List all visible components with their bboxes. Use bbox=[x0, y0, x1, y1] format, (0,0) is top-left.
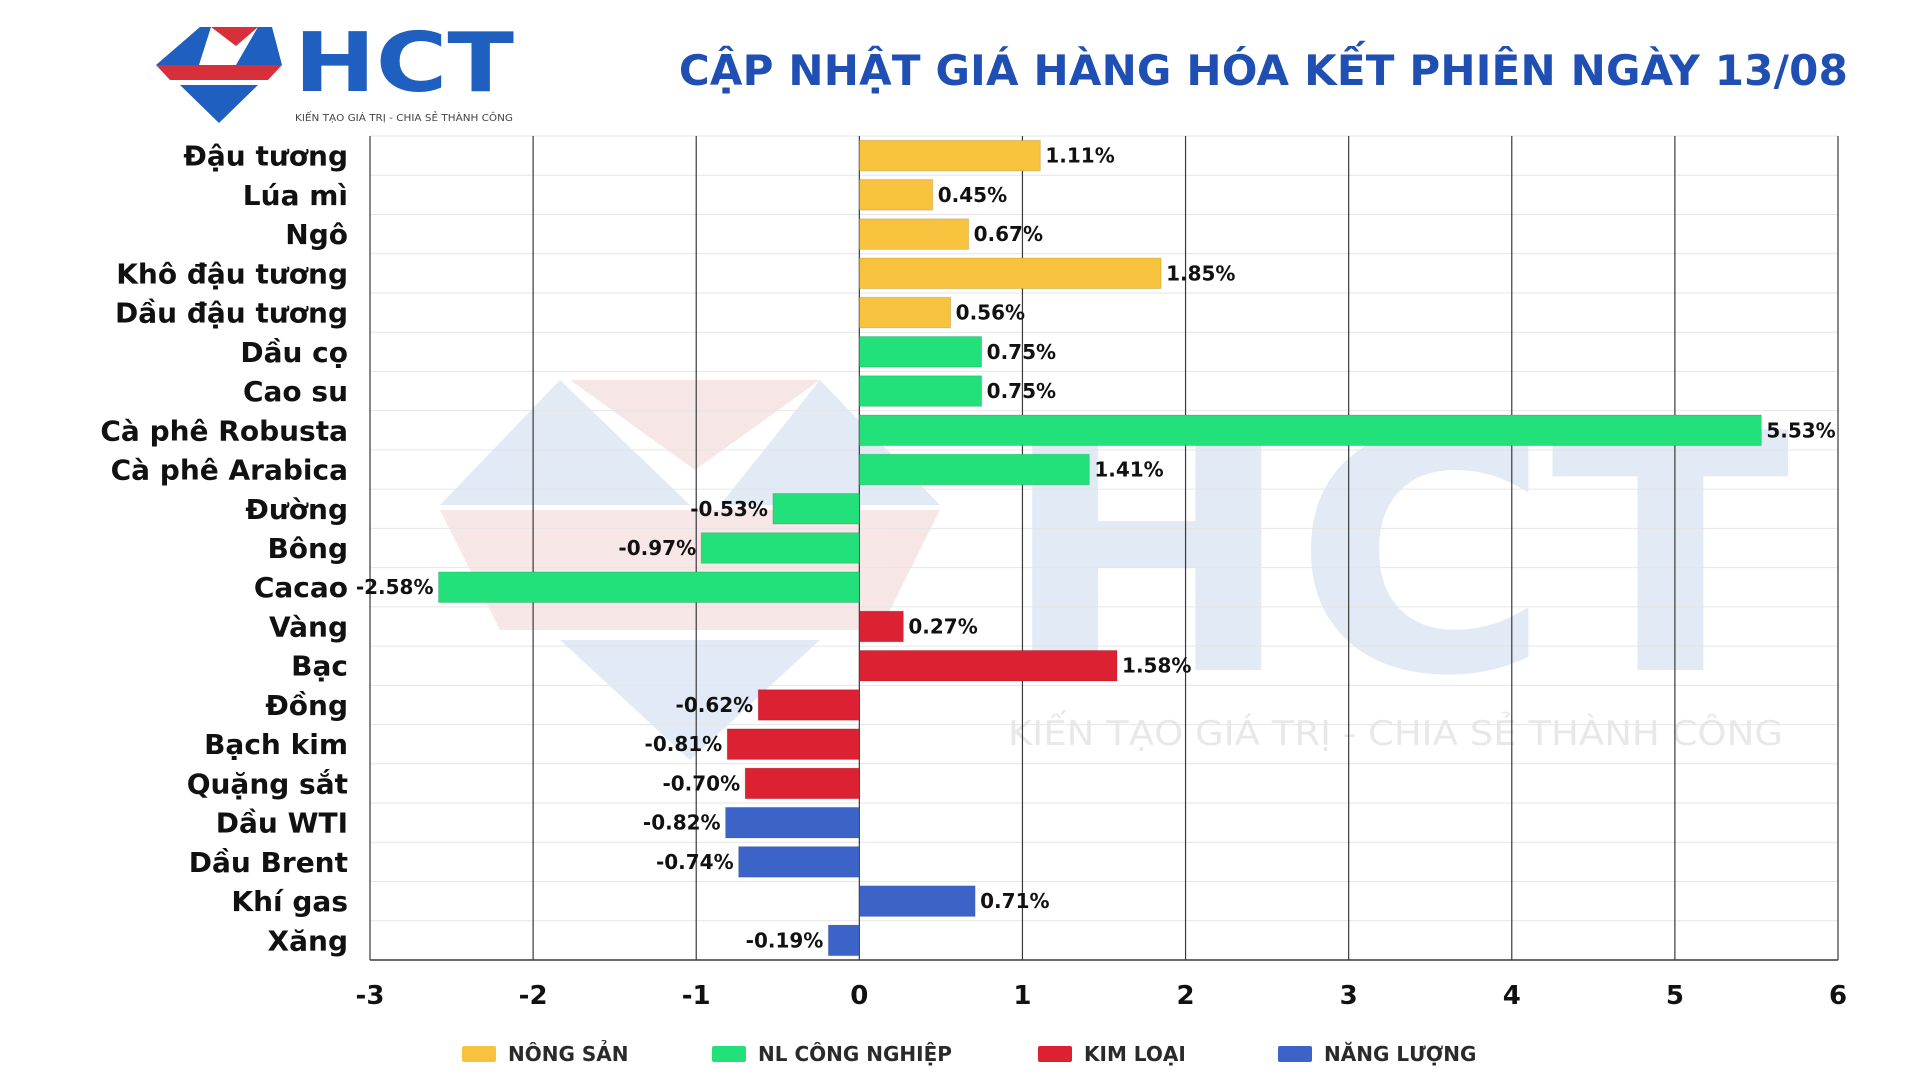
data-label: 0.75% bbox=[987, 340, 1056, 364]
bar bbox=[858, 610, 904, 643]
x-tick-label: 5 bbox=[1666, 981, 1684, 1011]
data-label: -0.81% bbox=[645, 732, 723, 756]
data-label: -0.70% bbox=[662, 771, 740, 795]
svg-text:HCT: HCT bbox=[294, 24, 514, 111]
x-tick-label: 3 bbox=[1340, 981, 1358, 1011]
category-label: Dầu Brent bbox=[189, 846, 348, 879]
data-label: -2.58% bbox=[356, 575, 434, 599]
x-tick-label: 1 bbox=[1013, 981, 1031, 1011]
watermark-shape bbox=[560, 640, 820, 760]
x-tick-label: 2 bbox=[1177, 981, 1195, 1011]
x-tick-label: -2 bbox=[519, 981, 548, 1011]
chart-title: CẬP NHẬT GIÁ HÀNG HÓA KẾT PHIÊN NGÀY 13/… bbox=[678, 46, 1848, 95]
data-label: 0.27% bbox=[908, 614, 977, 638]
bar bbox=[858, 179, 934, 211]
data-label: -0.82% bbox=[643, 811, 721, 835]
category-label: Quặng sắt bbox=[187, 767, 348, 800]
category-label: Khô đậu tương bbox=[116, 257, 348, 290]
x-tick-label: 4 bbox=[1503, 981, 1521, 1011]
data-label: -0.74% bbox=[656, 850, 734, 874]
legend-swatch bbox=[1278, 1046, 1312, 1062]
data-label: -0.62% bbox=[676, 693, 754, 717]
legend-swatch bbox=[1038, 1046, 1072, 1062]
bar bbox=[858, 139, 1041, 172]
category-label: Bông bbox=[267, 532, 348, 565]
bar bbox=[772, 492, 860, 525]
bar bbox=[757, 689, 860, 721]
legend-item: NL CÔNG NGHIỆP bbox=[712, 1042, 952, 1066]
category-label: Lúa mì bbox=[243, 179, 348, 212]
bar bbox=[827, 924, 860, 957]
data-label: 1.11% bbox=[1045, 144, 1114, 168]
legend-item: NĂNG LƯỢNG bbox=[1278, 1042, 1476, 1066]
bar bbox=[858, 649, 1118, 682]
data-label: 1.41% bbox=[1094, 458, 1163, 482]
data-label: 1.85% bbox=[1166, 261, 1235, 285]
logo-tagline: KIẾN TẠO GIÁ TRỊ - CHIA SẺ THÀNH CÔNG bbox=[295, 110, 513, 124]
data-label: 1.58% bbox=[1122, 654, 1191, 678]
category-label: Đường bbox=[245, 493, 348, 526]
category-label: Đồng bbox=[265, 689, 348, 722]
bar bbox=[858, 296, 952, 329]
category-label: Bạc bbox=[291, 650, 348, 683]
bar bbox=[858, 453, 1090, 486]
category-label: Ngô bbox=[285, 218, 348, 251]
data-label: 5.53% bbox=[1766, 418, 1835, 442]
chart-legend: NÔNG SẢN NL CÔNG NGHIỆP KIM LOẠI NĂNG LƯỢNG bbox=[0, 1042, 1920, 1072]
category-label: Đậu tương bbox=[183, 140, 348, 173]
x-tick-label: -3 bbox=[356, 981, 385, 1011]
x-tick-label: 0 bbox=[850, 981, 868, 1011]
bar bbox=[725, 806, 860, 839]
hct-logo-mark: HCT KIẾN TẠO GIÁ TRỊ - CHIA SẺ THÀNH CÔN… bbox=[156, 16, 514, 124]
data-label: 0.71% bbox=[980, 889, 1049, 913]
data-label: 0.67% bbox=[974, 222, 1043, 246]
legend-item: NÔNG SẢN bbox=[462, 1042, 628, 1066]
legend-swatch bbox=[462, 1046, 496, 1062]
legend-label: NĂNG LƯỢNG bbox=[1324, 1042, 1477, 1066]
data-label: -0.97% bbox=[618, 536, 696, 560]
watermark-tagline: KIẾN TẠO GIÁ TRỊ - CHIA SẺ THÀNH CÔNG bbox=[1008, 710, 1783, 754]
data-label: 0.56% bbox=[956, 301, 1025, 325]
category-label: Xăng bbox=[268, 924, 348, 957]
bar bbox=[700, 532, 860, 564]
data-label: 0.75% bbox=[987, 379, 1056, 403]
category-label: Dầu đậu tương bbox=[115, 297, 348, 330]
x-tick-label: -1 bbox=[682, 981, 711, 1011]
hct-logo: HCT KIẾN TẠO GIÁ TRỊ - CHIA SẺ THÀNH CÔN… bbox=[150, 16, 530, 134]
data-label: -0.19% bbox=[746, 928, 824, 952]
legend-swatch bbox=[712, 1046, 746, 1062]
category-label: Cà phê Robusta bbox=[100, 414, 348, 447]
category-label: Dầu cọ bbox=[240, 336, 348, 369]
legend-item: KIM LOẠI bbox=[1038, 1042, 1186, 1066]
category-label: Cà phê Arabica bbox=[111, 454, 348, 487]
bar bbox=[738, 846, 860, 878]
bar bbox=[858, 414, 1762, 447]
category-label: Cacao bbox=[254, 571, 348, 604]
legend-label: KIM LOẠI bbox=[1084, 1042, 1186, 1066]
bar bbox=[858, 218, 970, 250]
category-label: Dầu WTI bbox=[216, 807, 348, 840]
watermark-shape bbox=[440, 380, 690, 505]
bar bbox=[744, 767, 860, 800]
bar bbox=[858, 257, 1162, 290]
bar bbox=[858, 885, 976, 917]
legend-label: NL CÔNG NGHIỆP bbox=[758, 1042, 952, 1066]
bar bbox=[438, 571, 860, 604]
bar bbox=[858, 336, 983, 368]
category-label: Khí gas bbox=[231, 885, 348, 918]
legend-label: NÔNG SẢN bbox=[508, 1042, 629, 1066]
category-label: Cao su bbox=[243, 375, 348, 408]
x-tick-label: 6 bbox=[1829, 981, 1847, 1011]
bar bbox=[858, 375, 983, 407]
data-label: -0.53% bbox=[690, 497, 768, 521]
category-label: Vàng bbox=[269, 610, 348, 643]
data-label: 0.45% bbox=[938, 183, 1007, 207]
bar bbox=[726, 728, 860, 760]
category-label: Bạch kim bbox=[204, 728, 348, 761]
watermark-shape bbox=[570, 380, 820, 470]
